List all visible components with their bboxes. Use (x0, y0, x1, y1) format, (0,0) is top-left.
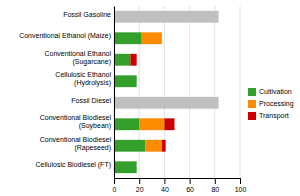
bar (218, 97, 219, 109)
bar (218, 11, 219, 23)
bar (218, 11, 219, 23)
y-tick: Fossil Diesel (71, 97, 114, 104)
bar (114, 11, 219, 23)
y-tick: Cellulosic Ethanol(Hydrolysis) (55, 71, 114, 87)
bar (136, 161, 137, 173)
bar (136, 75, 137, 87)
y-axis-line (114, 7, 115, 179)
x-tick-mark (240, 178, 241, 184)
bar (139, 118, 164, 130)
y-tick: Conventional Ethanol (Maize) (19, 32, 114, 40)
legend-label: Transport (259, 112, 289, 120)
y-tick-label: Conventional Ethanol(Sugarcane) (44, 50, 111, 66)
legend-swatch (248, 112, 256, 120)
y-tick-label-line: Cellulosic Ethanol (55, 71, 111, 78)
x-tick-label: 40 (161, 186, 169, 193)
bar (146, 140, 162, 152)
x-tick: 60 (186, 178, 194, 193)
bars (114, 11, 219, 173)
x-tick-mark (139, 178, 140, 184)
y-tick-label-line: Fossil Gasoline (63, 11, 111, 18)
legend-swatch (248, 100, 256, 108)
y-tick-label-line: Fossil Diesel (71, 97, 111, 104)
bar (218, 11, 219, 23)
y-tick: Conventional Biodiesel(Rapeseed) (40, 136, 114, 152)
y-tick-label-line: (Soybean) (79, 122, 111, 130)
legend-swatch (248, 88, 256, 96)
bar (114, 140, 146, 152)
y-tick-label-line: Conventional Ethanol (Maize) (19, 32, 111, 40)
legend-item: Transport (248, 112, 289, 120)
grid-line (214, 6, 215, 178)
x-tick: 0 (113, 178, 117, 193)
legend-label: Cultivation (259, 88, 292, 95)
y-tick-label: Conventional Ethanol (Maize) (19, 32, 111, 40)
x-tick-label: 100 (235, 186, 247, 193)
legend-item: Cultivation (248, 88, 292, 96)
chart: 0 20 40 60 80 100 Fossil Gasoline Conventional … (0, 0, 300, 196)
bar (114, 118, 139, 130)
y-tick-label-line: Conventional Biodiesel (40, 114, 112, 121)
bar (218, 97, 219, 109)
bar (114, 32, 142, 44)
legend-item: Processing (248, 100, 294, 108)
grid-line (240, 6, 241, 178)
grid (114, 6, 240, 178)
x-tick-mark (190, 178, 191, 184)
plot: 0 20 40 60 80 100 Fossil Gasoline Conventional … (19, 6, 246, 193)
grid-line (114, 6, 115, 178)
x-tick-mark (114, 178, 115, 184)
y-tick-label-line: Conventional Ethanol (44, 50, 111, 57)
y-axis: Fossil Gasoline Conventional Ethanol (Mai… (19, 7, 114, 179)
bar (161, 32, 162, 44)
grid-line (189, 6, 190, 178)
bar (114, 54, 130, 66)
y-tick-label: Cellulosic Biodiesel (FT) (36, 161, 111, 169)
y-tick: Conventional Biodiesel(Soybean) (40, 114, 114, 130)
y-tick-label-line: Conventional Biodiesel (40, 136, 112, 143)
bar (114, 75, 137, 87)
y-tick-label-line: (Hydrolysis) (74, 79, 111, 87)
bar (114, 97, 219, 109)
x-tick-label: 20 (136, 186, 144, 193)
x-axis-line (115, 178, 241, 179)
bar (136, 75, 137, 87)
legend-label: Processing (259, 100, 294, 108)
bar (142, 32, 162, 44)
bar (218, 97, 219, 109)
bar (136, 161, 137, 173)
y-tick-label-line: Cellulosic Biodiesel (FT) (36, 161, 111, 169)
x-tick: 80 (211, 178, 219, 193)
bar-series (114, 32, 146, 173)
y-tick: Fossil Gasoline (63, 11, 114, 18)
x-tick: 20 (136, 178, 144, 193)
y-tick: Cellulosic Biodiesel (FT) (36, 161, 114, 169)
bar (114, 161, 137, 173)
x-tick-mark (164, 178, 165, 184)
x-tick: 40 (161, 178, 169, 193)
x-tick: 100 (235, 178, 247, 193)
y-tick-label: Fossil Gasoline (63, 11, 111, 18)
x-axis: 0 20 40 60 80 100 (113, 178, 247, 193)
bar-series (139, 32, 164, 151)
grid-line (139, 6, 140, 178)
bar-series (130, 54, 174, 152)
grid-line (164, 6, 165, 178)
x-tick-label: 80 (211, 186, 219, 193)
x-tick-label: 0 (113, 186, 117, 193)
y-tick: Conventional Ethanol(Sugarcane) (44, 50, 114, 66)
y-tick-label: Conventional Biodiesel(Soybean) (40, 114, 112, 130)
y-tick-label-line: (Rapeseed) (74, 144, 111, 152)
y-tick-label: Cellulosic Ethanol(Hydrolysis) (55, 71, 111, 87)
y-tick-label: Conventional Biodiesel(Rapeseed) (40, 136, 112, 152)
y-tick-label-line: (Sugarcane) (72, 58, 111, 66)
y-tick-label: Fossil Diesel (71, 97, 111, 104)
bar (164, 118, 174, 130)
x-tick-label: 60 (186, 186, 194, 193)
bar-series (114, 11, 219, 109)
bar (130, 54, 136, 66)
legend: Cultivation Processing Transport (248, 88, 294, 120)
bar (162, 140, 166, 152)
x-tick-mark (215, 178, 216, 184)
